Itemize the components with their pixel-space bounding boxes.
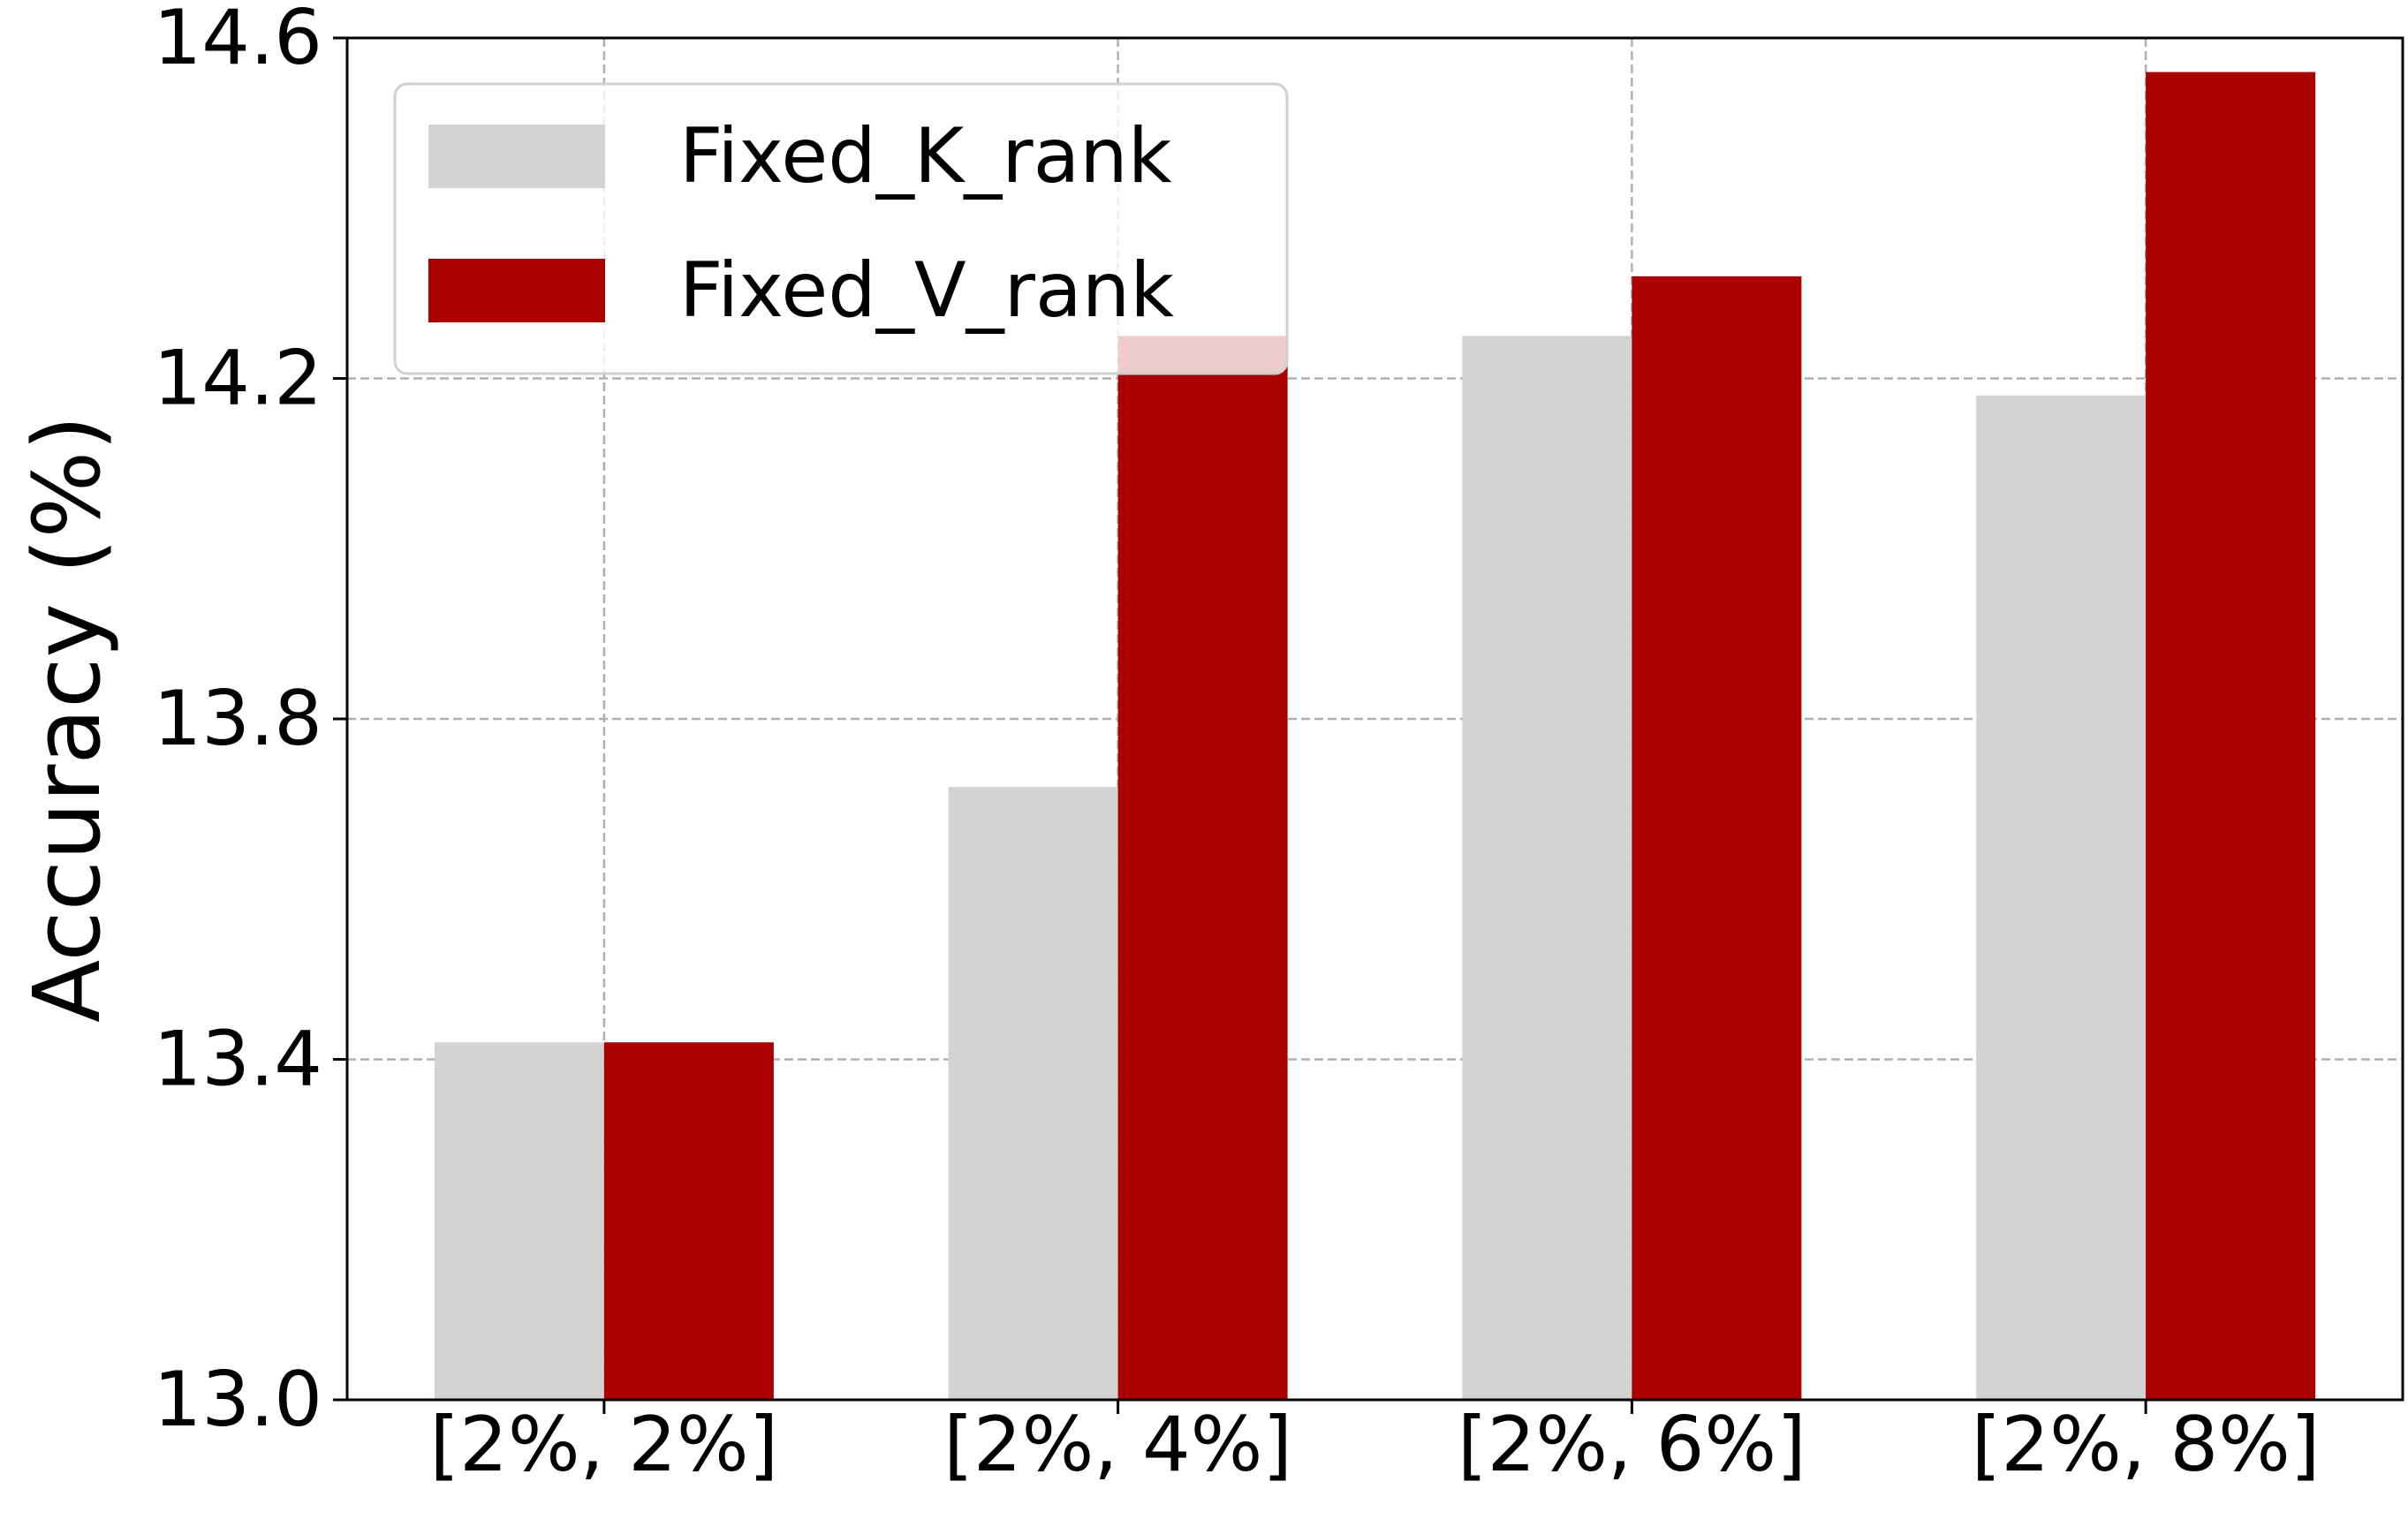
bar-fixed-v-rank [603,1042,774,1400]
y-tick-label: 14.6 [154,0,322,82]
bar-fixed-v-rank [1632,276,1802,1401]
bar-fixed-v-rank [1117,336,1288,1400]
x-tick-label: [2%, 8%] [1972,1401,2321,1489]
y-axis-label: Accuracy (%) [13,415,121,1023]
bar-fixed-k-rank [434,1042,604,1400]
x-tick-label: [2%, 6%] [1458,1401,1806,1489]
legend-box [393,82,1289,375]
legend: Fixed_K_rank Fixed_V_rank [393,82,1289,375]
y-tick-label: 13.4 [154,1016,322,1104]
bar-fixed-k-rank [948,787,1118,1400]
bar-fixed-k-rank [1462,336,1632,1400]
y-tick-label: 13.8 [154,675,322,763]
legend-label: Fixed_K_rank [679,112,1172,200]
x-tick-label: [2%, 4%] [943,1401,1292,1489]
x-tick-label: [2%, 2%] [430,1401,779,1489]
ticks-layer: 13.0 13.4 13.8 14.2 14.6 [2%, 2%] [2%, 4%] [2%,… [154,0,2321,1489]
legend-label: Fixed_V_rank [679,246,1174,335]
bar-fixed-k-rank [1976,395,2147,1400]
legend-swatch [428,259,605,322]
y-tick-label: 13.0 [154,1356,322,1444]
bar-fixed-v-rank [2146,72,2316,1400]
y-tick-label: 14.2 [154,335,322,423]
legend-swatch [428,125,605,188]
bars-layer [434,72,2316,1401]
